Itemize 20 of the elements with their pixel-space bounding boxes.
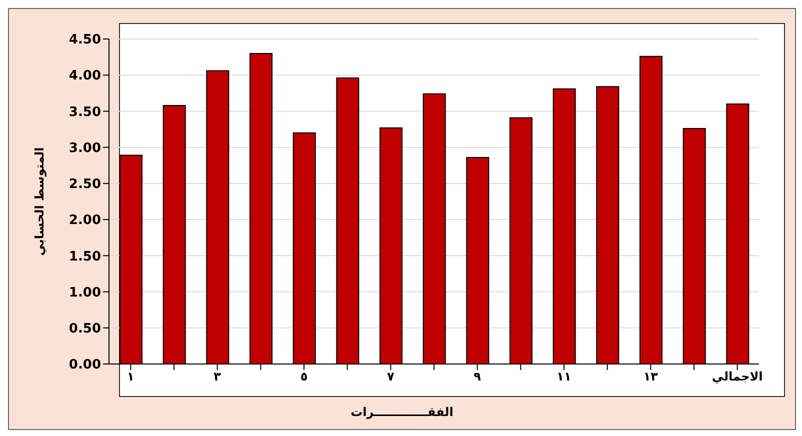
x-tick-label: الاجمالي: [712, 370, 763, 384]
x-tick-label: ١١: [556, 370, 572, 384]
x-tick-label: ٣: [214, 370, 222, 384]
y-axis-title: المتوسط الحسابي: [32, 147, 46, 256]
y-tick-label: 3.50: [68, 104, 101, 120]
y-tick-label: 1.50: [68, 249, 101, 264]
y-tick-label: 4.00: [68, 68, 101, 84]
y-tick-label: 2.00: [68, 213, 101, 228]
y-tick-label: 0.50: [68, 322, 101, 337]
y-tick-label: 4.50: [68, 32, 101, 48]
x-axis-title: الفقـــــــــــــرات: [350, 405, 454, 419]
y-tick-label: 2.50: [68, 177, 101, 192]
x-tick-label: ٩: [474, 370, 482, 384]
x-tick-label: ١: [127, 370, 134, 384]
y-tick-label: 0.00: [68, 358, 101, 373]
x-tick-label: ٧: [387, 370, 396, 384]
x-tick-label: ٥: [300, 370, 308, 384]
y-tick-label: 3.00: [68, 140, 101, 156]
y-tick-label: 1.00: [68, 285, 101, 300]
x-tick-label: ١٣: [643, 370, 659, 384]
